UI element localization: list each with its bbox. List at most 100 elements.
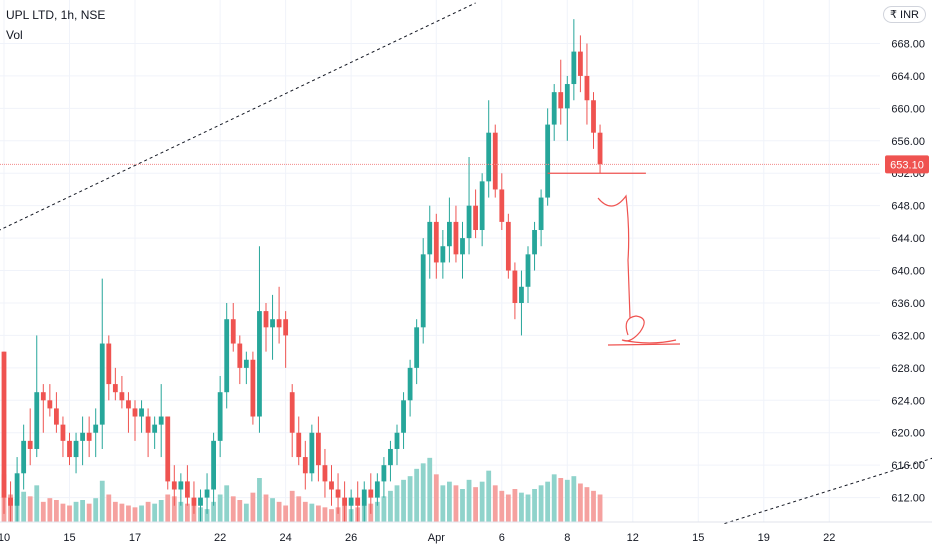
candle	[466, 157, 472, 255]
drawn-number-2[interactable]	[621, 315, 677, 344]
y-tick-label: 616.00	[891, 460, 925, 472]
candle	[525, 246, 531, 303]
volume-bar	[152, 503, 158, 522]
volume-bar	[329, 509, 334, 522]
volume-bar	[414, 468, 420, 522]
volume-bar	[479, 481, 485, 522]
price-axis[interactable]: 612.00 616.00 620.00 624.00 628.00 632.00 636.…	[885, 38, 929, 505]
volume-bar	[257, 478, 262, 522]
volume-bar	[453, 485, 459, 522]
candle	[571, 19, 577, 101]
candle	[453, 205, 459, 263]
volume-bar	[263, 494, 269, 522]
volume-bar	[322, 507, 328, 522]
drawn-arrow[interactable]	[597, 194, 631, 319]
volume-bar	[224, 485, 230, 522]
y-tick-label: 660.00	[891, 103, 925, 115]
candle	[348, 489, 354, 522]
candle	[447, 197, 452, 263]
candle	[519, 270, 524, 336]
candle	[158, 384, 164, 458]
volume-bar	[99, 480, 105, 522]
candle	[335, 473, 341, 514]
volume-bar	[289, 490, 295, 522]
candle	[178, 473, 184, 506]
volume-bar	[374, 501, 380, 522]
candle	[427, 205, 433, 279]
candle	[401, 392, 406, 449]
candle	[276, 286, 282, 344]
volume-bar	[532, 489, 537, 522]
volume-bar	[73, 501, 79, 522]
drawings	[0, 2, 932, 525]
candle	[132, 400, 138, 441]
candle	[283, 311, 289, 368]
candle	[394, 424, 400, 466]
candle	[361, 481, 367, 522]
volume-bar	[54, 500, 59, 522]
candle	[486, 100, 492, 198]
candle	[316, 416, 321, 482]
volume-bar	[60, 503, 66, 522]
candle	[106, 335, 112, 401]
candle	[67, 432, 72, 466]
volume-indicator-label[interactable]: Vol	[6, 28, 23, 42]
candle	[564, 75, 570, 141]
y-tick-label: 640.00	[891, 266, 925, 278]
volume-bar	[27, 496, 33, 522]
candle	[171, 465, 177, 506]
candle	[512, 262, 518, 320]
volume-bar	[512, 489, 518, 522]
volume-bar	[185, 503, 190, 522]
x-tick-label: 12	[627, 532, 639, 544]
candle	[591, 92, 596, 149]
volume-bar	[217, 494, 223, 522]
volume-bar	[525, 494, 531, 522]
volume-bar	[401, 479, 406, 522]
candle	[112, 367, 118, 401]
candle	[198, 489, 203, 522]
volume-bar	[106, 494, 112, 522]
candle	[145, 408, 151, 458]
time-axis[interactable]: 10 15 17 22 24 26 Apr 6 8 12 15 19 22	[0, 521, 932, 544]
candle	[21, 424, 27, 490]
volume-bar	[145, 501, 151, 522]
candle	[551, 84, 557, 141]
candle	[237, 335, 243, 385]
volume-bar	[171, 496, 177, 522]
candle	[505, 213, 511, 279]
y-tick-label: 668.00	[891, 38, 925, 50]
volume-bar	[571, 476, 577, 522]
volume-bar	[243, 503, 249, 522]
currency-badge[interactable]: ₹ INR	[883, 6, 926, 23]
candle	[381, 457, 387, 498]
x-tick-label: 8	[564, 532, 570, 544]
volume-bar	[499, 490, 505, 522]
candle	[139, 400, 144, 433]
candle	[40, 384, 46, 433]
x-tick-label: 15	[692, 532, 704, 544]
candle	[1, 351, 7, 514]
candle	[578, 35, 583, 93]
volume-bar	[460, 489, 465, 522]
last-price-marker	[885, 155, 929, 174]
candle	[545, 108, 551, 206]
candle	[532, 221, 537, 271]
x-tick-label: 22	[823, 532, 835, 544]
candle	[119, 375, 125, 409]
candle	[185, 465, 190, 506]
candle	[492, 124, 498, 198]
candle	[191, 481, 197, 514]
candle	[263, 302, 269, 352]
trend-line[interactable]	[0, 2, 476, 259]
candle	[73, 432, 79, 474]
candle	[54, 392, 59, 433]
volume-bar	[466, 479, 472, 522]
volume-bar	[296, 496, 302, 522]
drawn-target-line[interactable]	[607, 343, 681, 346]
candle	[342, 481, 347, 522]
volume-bar	[40, 501, 46, 522]
volume-bar	[283, 505, 289, 522]
candle	[309, 424, 315, 482]
